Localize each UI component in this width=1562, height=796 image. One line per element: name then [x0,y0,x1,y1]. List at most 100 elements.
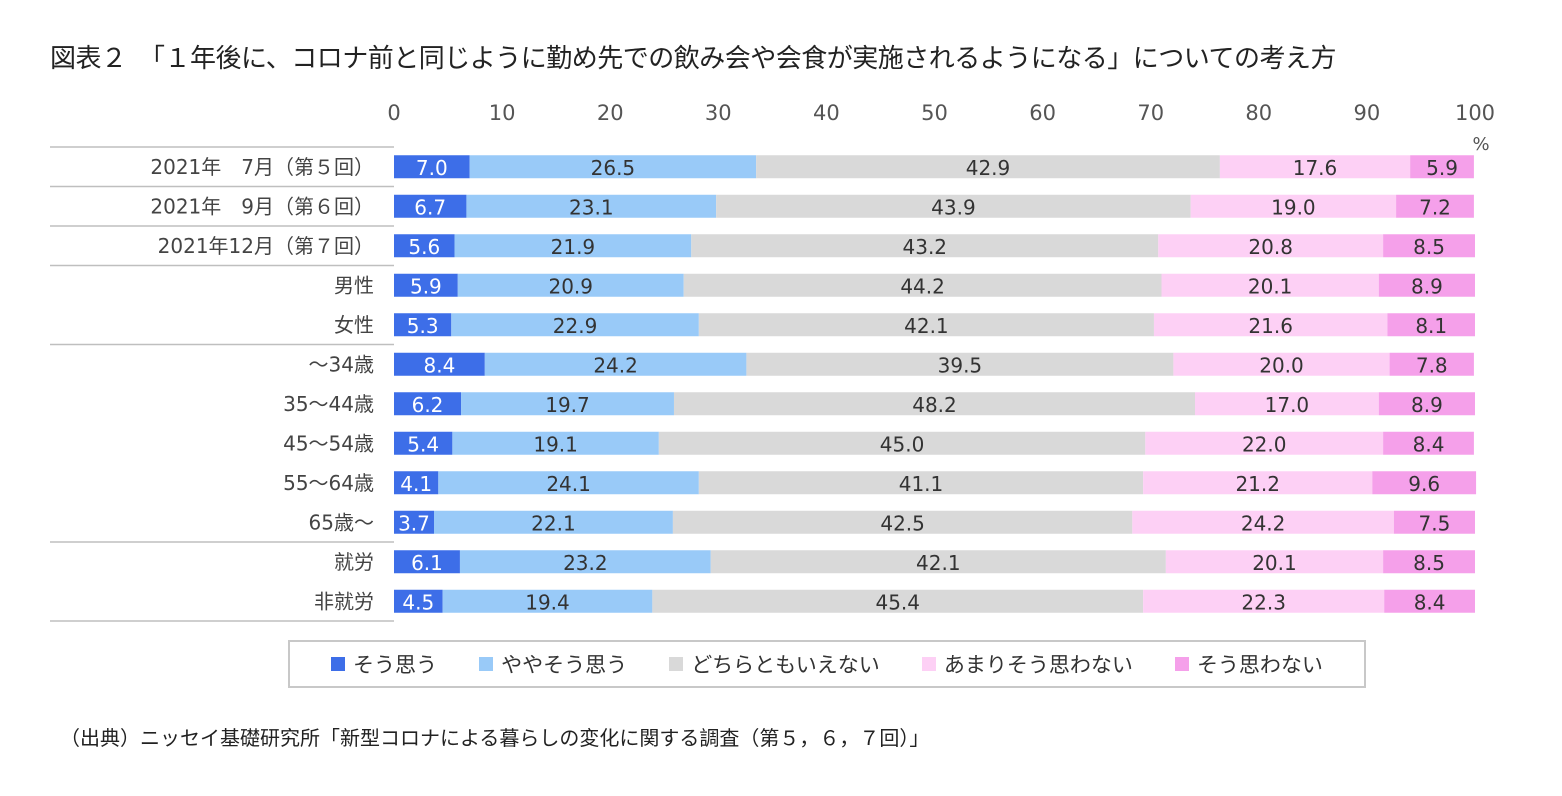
data-label: 22.9 [553,314,598,338]
data-label: 17.0 [1265,393,1310,417]
bar-segment [394,194,467,218]
bar-segment [394,155,470,179]
bar-segment [452,431,659,455]
legend-item: そう思う [331,649,437,679]
legend-label: そう思わない [1196,653,1323,677]
bar-segment [461,392,674,416]
bar-segment [466,194,717,218]
bar-segment [394,392,462,416]
data-label: 22.0 [1242,432,1287,456]
bar-segment [756,155,1220,179]
data-label: 21.2 [1235,472,1280,496]
category-label: 2021年12月（第７回） [158,234,374,258]
x-tick-label: 60 [1029,101,1056,125]
bar-segment [459,550,711,574]
bar-segment [1378,273,1475,297]
data-label: 42.1 [904,314,949,338]
bar-segment [469,155,757,179]
data-label: 24.2 [593,353,638,377]
data-label: 26.5 [591,156,636,180]
data-label: 8.4 [1413,432,1445,456]
data-label: 48.2 [912,393,957,417]
x-tick-label: 70 [1137,101,1164,125]
x-tick-label: 80 [1245,101,1272,125]
data-label: 21.9 [551,235,596,259]
legend-swatch [479,657,494,671]
bar-segment [691,234,1159,258]
x-tick-label: 10 [489,101,516,125]
bar-segment [658,431,1146,455]
category-label: 女性 [334,313,374,337]
bar-segment [1145,431,1384,455]
bar-segment [1372,471,1477,495]
legend-label: ややそう思う [501,653,628,677]
category-label: 非就労 [314,589,374,613]
data-label: 42.5 [880,511,925,535]
data-label: 5.9 [1426,156,1458,180]
category-label: 2021年 9月（第６回） [150,194,374,218]
bar-segment [746,352,1174,376]
legend-item: そう思わない [1174,649,1323,679]
legend-item: どちらともいえない [669,649,880,679]
data-label: 22.1 [531,511,576,535]
data-label: 19.1 [533,432,578,456]
bar-segment [394,313,452,337]
data-label: 7.0 [416,156,448,180]
bar-segment [1153,313,1388,337]
bar-segment [1393,510,1475,534]
bar-segment [1143,589,1385,613]
bar-segment [1383,234,1475,258]
data-label: 20.1 [1248,274,1293,298]
data-label: 24.1 [546,472,591,496]
bar-segment [454,234,692,258]
x-tick-label: 100 [1455,101,1495,125]
legend-item: ややそう思う [479,649,627,679]
data-label: 8.5 [1413,551,1445,575]
bar-segment [1410,155,1474,179]
x-tick-label: 30 [705,101,732,125]
bar-segment [484,352,747,376]
data-label: 20.8 [1248,235,1293,259]
bar-segment [451,313,699,337]
data-label: 43.2 [903,235,948,259]
bar-segment [1383,431,1474,455]
chart-title: 図表２ 「１年後に、コロナ前と同じように勤め先での飲み会や会食が実施されるように… [50,44,1336,74]
data-label: 5.6 [408,235,440,259]
legend-swatch [331,657,346,671]
bar-segment [1396,194,1474,218]
data-label: 8.4 [423,353,455,377]
data-label: 43.9 [931,195,976,219]
data-label: 45.4 [875,590,920,614]
chart-bars: 7.0 26.5 42.9 17.6 5.9 6.7 23.1 43.9 19.0 7.2 5.6 2… [394,155,1477,614]
bar-segment [1219,155,1411,179]
data-label: 5.4 [407,432,439,456]
bar-segment [394,471,439,495]
legend-label: あまりそう思わない [943,653,1133,677]
bar-segment [433,510,673,534]
legend-item: あまりそう思わない [921,649,1133,679]
bar-segment [394,352,485,376]
bar-segment [710,550,1166,574]
data-label: 7.5 [1419,511,1451,535]
bar-segment [394,550,460,574]
bar-segment [1195,392,1379,416]
bar-segment [672,510,1133,534]
bar-segment [1384,589,1475,613]
data-label: 20.9 [548,274,593,298]
bar-segment [698,471,1144,495]
legend-swatch [1174,657,1189,671]
data-label: 6.1 [411,551,443,575]
data-label: 17.6 [1293,156,1338,180]
data-label: 45.0 [880,432,925,456]
bar-segment [394,431,453,455]
bar-segment [438,471,699,495]
data-label: 8.1 [1415,314,1447,338]
category-label: 2021年 7月（第５回） [150,155,374,179]
x-tick-label: 50 [921,101,948,125]
data-label: 6.7 [414,195,446,219]
bar-segment [394,234,455,258]
x-tick-label: 90 [1354,101,1381,125]
data-label: 4.1 [400,472,432,496]
data-label: 24.2 [1241,511,1286,535]
bar-segment [1173,352,1390,376]
